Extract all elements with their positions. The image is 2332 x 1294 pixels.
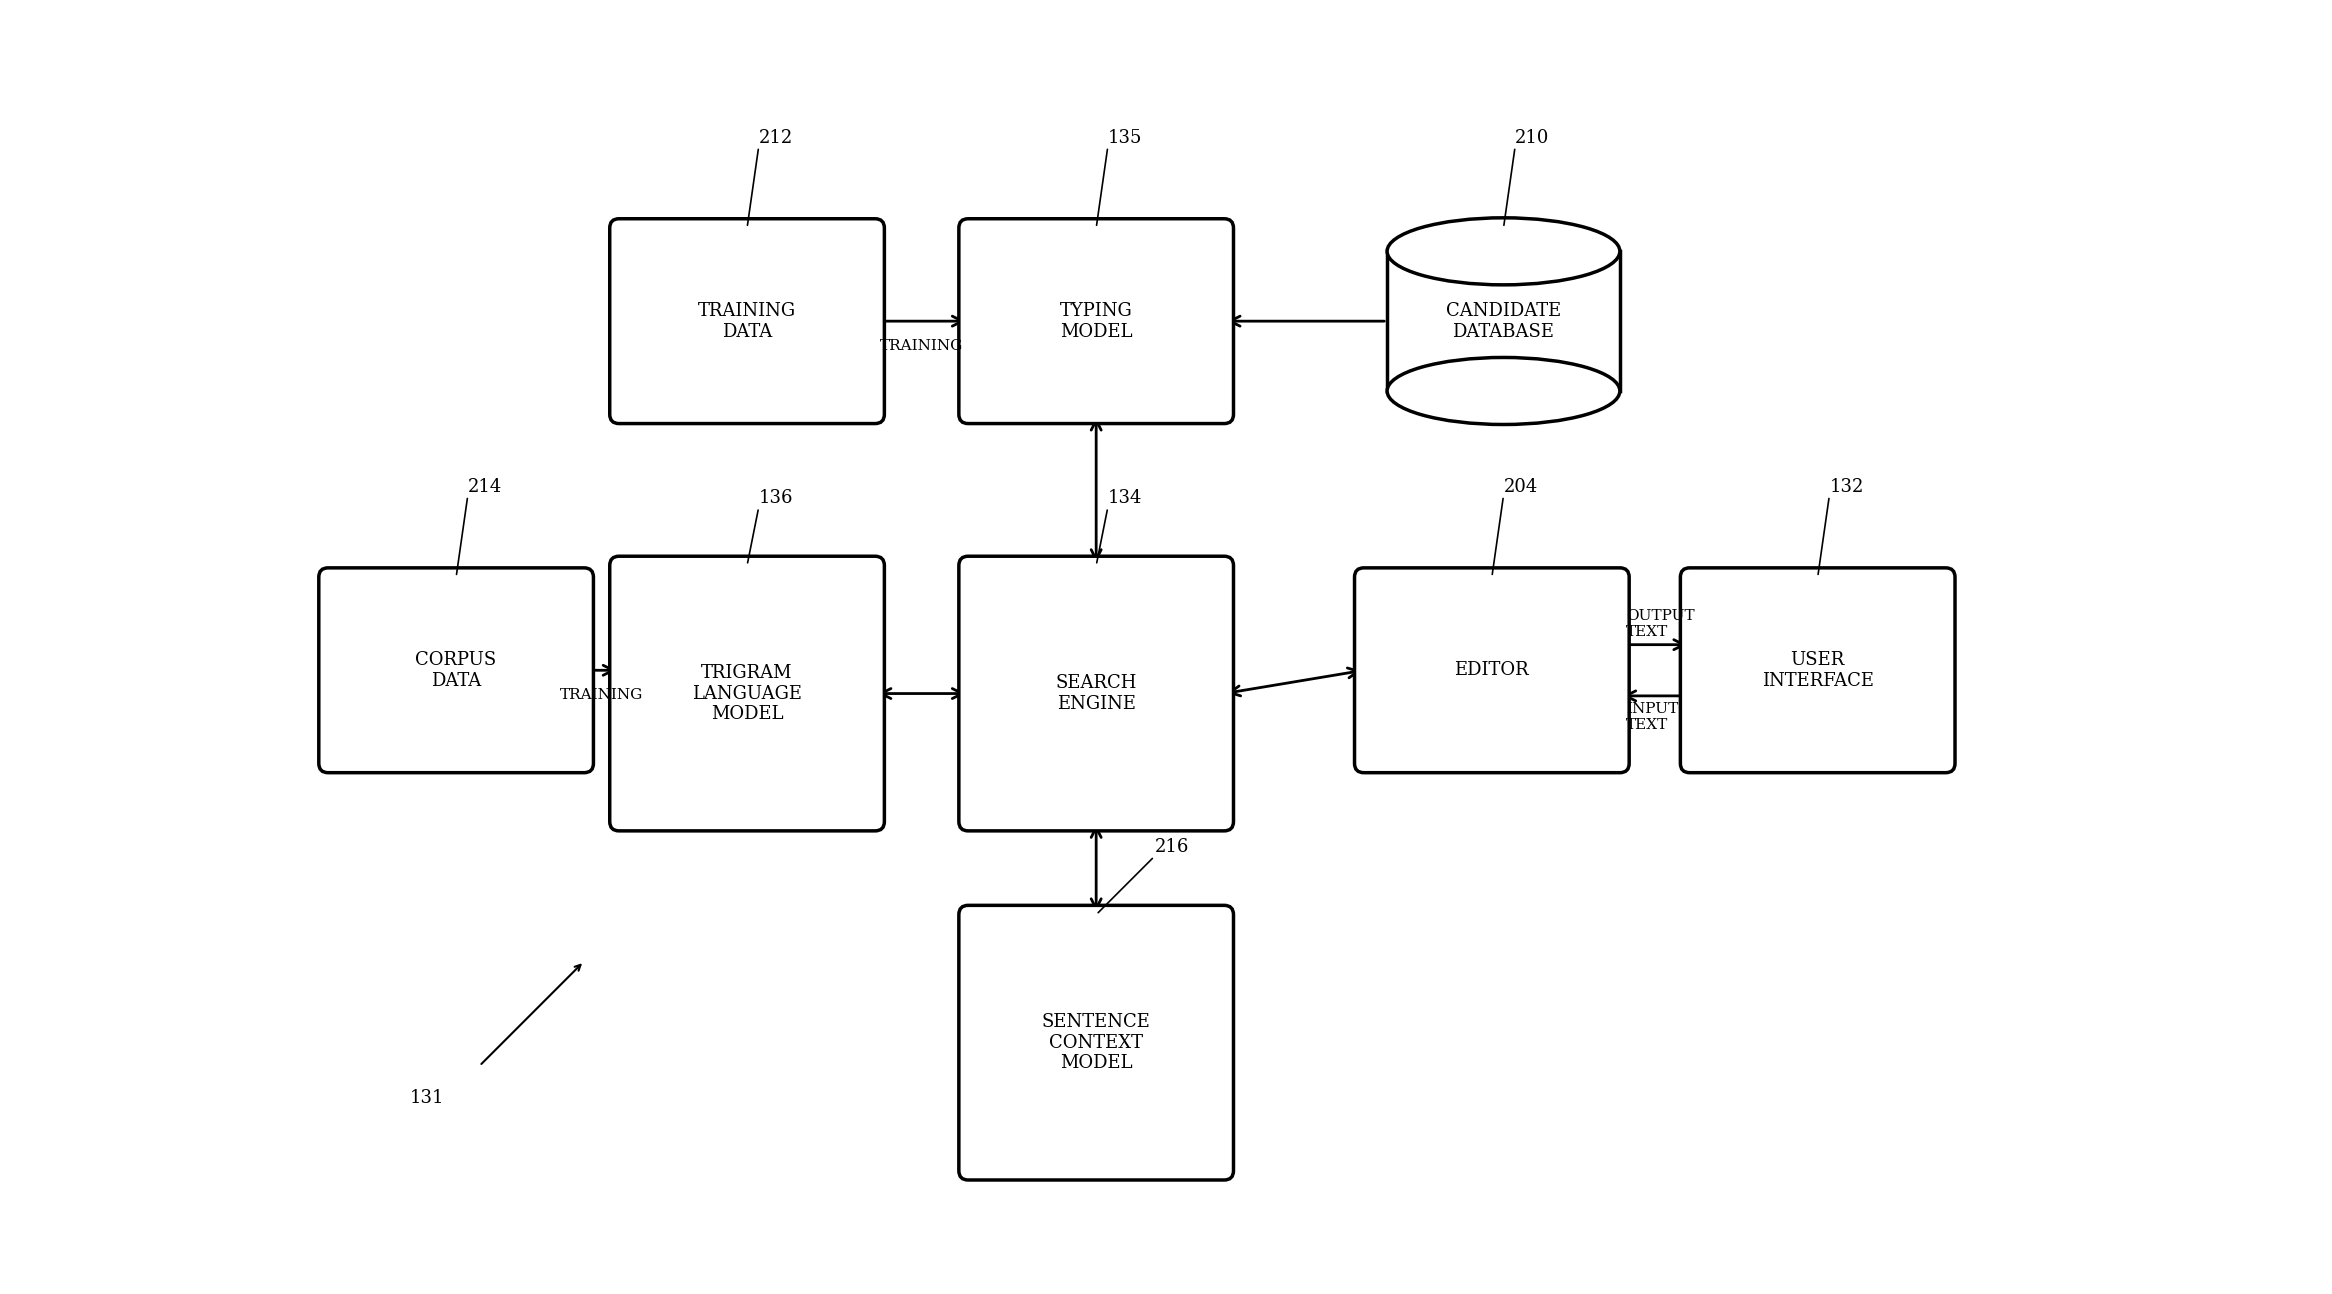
Text: USER
INTERFACE: USER INTERFACE bbox=[1761, 651, 1873, 690]
FancyBboxPatch shape bbox=[958, 906, 1234, 1180]
Text: 134: 134 bbox=[1108, 489, 1143, 507]
FancyBboxPatch shape bbox=[958, 219, 1234, 423]
Text: TRIGRAM
LANGUAGE
MODEL: TRIGRAM LANGUAGE MODEL bbox=[693, 664, 802, 723]
Text: 136: 136 bbox=[758, 489, 793, 507]
Bar bbox=[1388, 251, 1621, 391]
Text: 214: 214 bbox=[469, 477, 501, 496]
Text: 212: 212 bbox=[758, 128, 793, 146]
Text: TYPING
MODEL: TYPING MODEL bbox=[1059, 302, 1133, 340]
Text: SENTENCE
CONTEXT
MODEL: SENTENCE CONTEXT MODEL bbox=[1042, 1013, 1150, 1073]
Text: 135: 135 bbox=[1108, 128, 1143, 146]
Text: 204: 204 bbox=[1504, 477, 1537, 496]
Text: TRAINING: TRAINING bbox=[560, 687, 644, 701]
FancyBboxPatch shape bbox=[958, 556, 1234, 831]
Ellipse shape bbox=[1388, 217, 1621, 285]
FancyBboxPatch shape bbox=[1681, 568, 1954, 773]
Ellipse shape bbox=[1388, 357, 1621, 424]
FancyBboxPatch shape bbox=[609, 556, 884, 831]
Text: TRAINING: TRAINING bbox=[879, 339, 963, 352]
Text: 210: 210 bbox=[1516, 128, 1548, 146]
FancyBboxPatch shape bbox=[1388, 274, 1621, 414]
Text: 131: 131 bbox=[410, 1090, 443, 1108]
Text: 216: 216 bbox=[1154, 839, 1189, 857]
Text: INPUT
TEXT: INPUT TEXT bbox=[1625, 701, 1679, 732]
FancyBboxPatch shape bbox=[609, 219, 884, 423]
Text: CORPUS
DATA: CORPUS DATA bbox=[415, 651, 497, 690]
Text: SEARCH
ENGINE: SEARCH ENGINE bbox=[1056, 674, 1138, 713]
Text: 132: 132 bbox=[1828, 477, 1863, 496]
FancyBboxPatch shape bbox=[319, 568, 592, 773]
FancyBboxPatch shape bbox=[1355, 568, 1630, 773]
Text: TRAINING
DATA: TRAINING DATA bbox=[697, 302, 795, 340]
Text: CANDIDATE
DATABASE: CANDIDATE DATABASE bbox=[1446, 302, 1560, 340]
Text: EDITOR: EDITOR bbox=[1455, 661, 1530, 679]
Text: OUTPUT
TEXT: OUTPUT TEXT bbox=[1625, 608, 1695, 639]
